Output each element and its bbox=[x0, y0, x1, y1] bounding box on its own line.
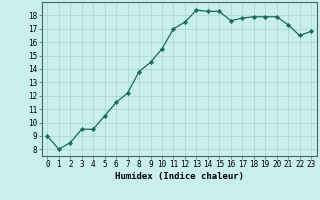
X-axis label: Humidex (Indice chaleur): Humidex (Indice chaleur) bbox=[115, 172, 244, 181]
